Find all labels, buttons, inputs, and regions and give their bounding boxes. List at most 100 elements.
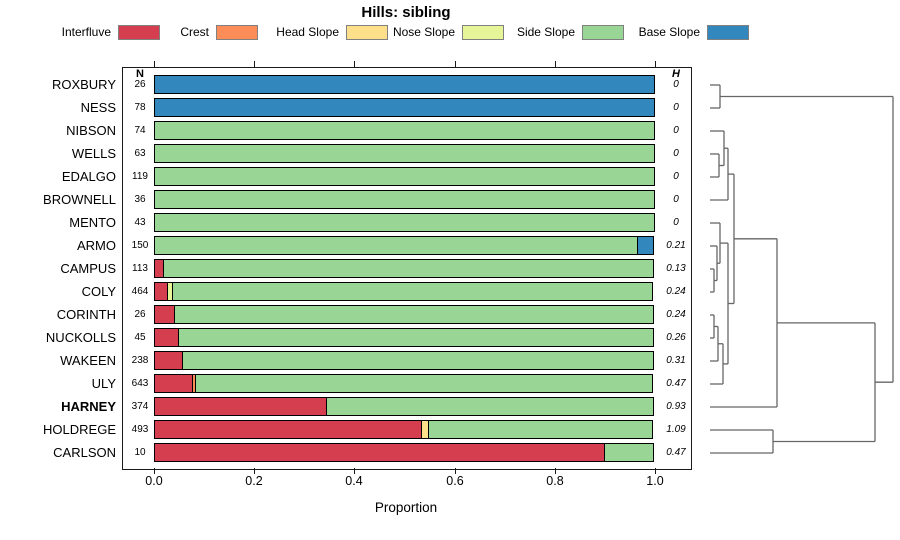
row-label-harney: HARNEY bbox=[61, 399, 116, 414]
n-value: 643 bbox=[131, 378, 149, 389]
h-value: 0.13 bbox=[666, 263, 686, 274]
bar-segment bbox=[195, 374, 653, 393]
bar-segment bbox=[182, 351, 654, 370]
row-label-edalgo: EDALGO bbox=[61, 169, 116, 184]
stacked-bar bbox=[154, 98, 655, 117]
axis-tick-bottom bbox=[154, 468, 155, 474]
h-value: 0 bbox=[673, 194, 679, 205]
axis-tick-top bbox=[455, 61, 456, 67]
legend-label: Crest bbox=[180, 25, 209, 39]
axis-tick-label: 1.0 bbox=[646, 474, 664, 488]
stacked-bar bbox=[154, 443, 654, 462]
axis-tick-bottom bbox=[455, 468, 456, 474]
stacked-bar bbox=[154, 351, 654, 370]
bar-segment bbox=[154, 144, 655, 163]
n-value: 374 bbox=[131, 401, 149, 412]
chart-title: Hills: sibling bbox=[361, 4, 451, 21]
h-value: 0.24 bbox=[666, 286, 686, 297]
row-label-ness: NESS bbox=[80, 100, 116, 115]
stacked-bar bbox=[154, 282, 653, 301]
stacked-bar bbox=[154, 144, 655, 163]
n-value: 26 bbox=[134, 79, 146, 90]
legend-swatch bbox=[346, 25, 388, 40]
legend-swatch bbox=[462, 25, 504, 40]
n-value: 74 bbox=[134, 125, 146, 136]
h-value: 0.47 bbox=[666, 447, 686, 458]
axis-tick-top bbox=[254, 61, 255, 67]
axis-tick-label: 0.2 bbox=[245, 474, 263, 488]
row-label-campus: CAMPUS bbox=[60, 261, 116, 276]
row-label-corinth: CORINTH bbox=[56, 307, 116, 322]
axis-tick-bottom bbox=[555, 468, 556, 474]
bar-segment bbox=[154, 282, 168, 301]
n-value: 26 bbox=[134, 309, 146, 320]
bar-segment bbox=[154, 190, 655, 209]
bar-segment bbox=[604, 443, 654, 462]
plot-frame bbox=[122, 67, 692, 470]
bar-segment bbox=[163, 259, 654, 278]
axis-tick-label: 0.6 bbox=[446, 474, 464, 488]
bar-segment bbox=[154, 328, 179, 347]
row-label-carlson: CARLSON bbox=[53, 445, 116, 460]
bar-segment bbox=[154, 121, 655, 140]
row-label-coly: COLY bbox=[81, 284, 116, 299]
stacked-bar bbox=[154, 236, 654, 255]
axis-tick-label: 0.4 bbox=[345, 474, 363, 488]
n-value: 119 bbox=[132, 171, 148, 182]
n-value: 10 bbox=[134, 447, 146, 458]
legend-swatch bbox=[707, 25, 749, 40]
n-value: 45 bbox=[134, 332, 146, 343]
row-label-nuckolls: NUCKOLLS bbox=[45, 330, 116, 345]
legend-label: Side Slope bbox=[516, 25, 575, 39]
bar-segment bbox=[154, 213, 655, 232]
n-value: 150 bbox=[131, 240, 149, 251]
h-value: 0 bbox=[673, 79, 679, 90]
legend-label: Nose Slope bbox=[392, 25, 455, 39]
bar-segment bbox=[154, 374, 193, 393]
axis-tick-bottom bbox=[254, 468, 255, 474]
bar-segment bbox=[174, 305, 654, 324]
n-value: 36 bbox=[134, 194, 146, 205]
row-label-armo: ARMO bbox=[77, 238, 116, 253]
bar-segment bbox=[154, 98, 655, 117]
h-value: 0.93 bbox=[666, 401, 686, 412]
stacked-bar bbox=[154, 397, 654, 416]
stacked-bar bbox=[154, 213, 655, 232]
stacked-bar bbox=[154, 374, 653, 393]
axis-tick-top bbox=[354, 61, 355, 67]
x-axis-label: Proportion bbox=[374, 500, 438, 515]
row-label-uly: ULY bbox=[91, 376, 116, 391]
stacked-bar bbox=[154, 75, 655, 94]
h-value: 0 bbox=[673, 148, 679, 159]
h-value: 0.21 bbox=[666, 240, 686, 251]
bar-segment bbox=[154, 443, 605, 462]
legend-label: Base Slope bbox=[638, 25, 700, 39]
axis-tick-label: 0.8 bbox=[546, 474, 564, 488]
axis-tick-top bbox=[555, 61, 556, 67]
legend-label: Interfluve bbox=[61, 25, 111, 39]
bar-segment bbox=[154, 305, 175, 324]
stacked-bar bbox=[154, 190, 655, 209]
h-value: 0.24 bbox=[666, 309, 686, 320]
bar-segment bbox=[154, 397, 327, 416]
h-value: 0 bbox=[673, 217, 679, 228]
h-value: 0 bbox=[673, 125, 679, 136]
row-label-holdrege: HOLDREGE bbox=[43, 422, 116, 437]
axis-tick-bottom bbox=[354, 468, 355, 474]
bar-segment bbox=[326, 397, 654, 416]
n-value: 493 bbox=[131, 424, 149, 435]
stacked-bar bbox=[154, 167, 655, 186]
axis-tick-bottom bbox=[655, 468, 656, 474]
h-value: 0.47 bbox=[666, 378, 686, 389]
axis-tick-label: 0.0 bbox=[145, 474, 163, 488]
stacked-bar bbox=[154, 420, 653, 439]
n-value: 113 bbox=[132, 263, 148, 274]
legend-swatch bbox=[216, 25, 258, 40]
h-value: 1.09 bbox=[666, 424, 686, 435]
row-label-roxbury: ROXBURY bbox=[51, 77, 116, 92]
h-value: 0 bbox=[673, 171, 679, 182]
bar-segment bbox=[154, 236, 638, 255]
n-value: 43 bbox=[134, 217, 146, 228]
bar-segment bbox=[428, 420, 653, 439]
